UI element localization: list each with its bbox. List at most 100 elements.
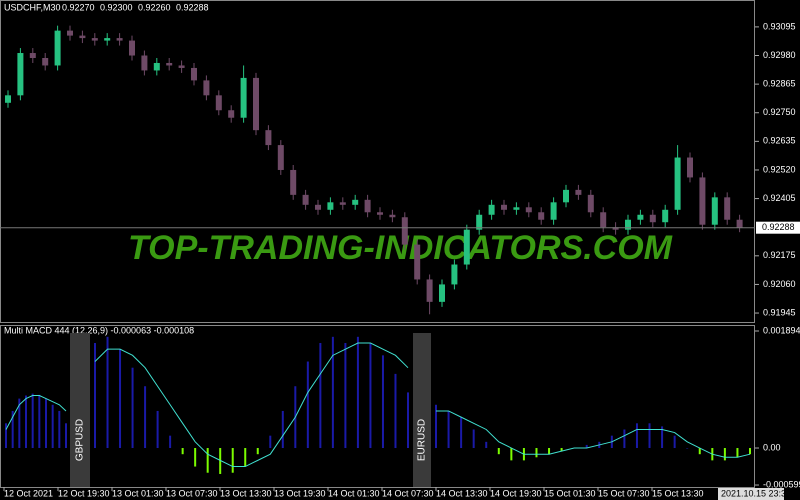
histogram-bar xyxy=(698,448,701,455)
separator-label: GBPUSD xyxy=(75,419,86,461)
y-tick-label: 0.92405 xyxy=(763,193,796,203)
quote: 0.92260 xyxy=(138,2,171,12)
y-tick-label: 0.92635 xyxy=(763,136,796,146)
histogram-bar xyxy=(447,410,450,449)
histogram-bar xyxy=(686,448,689,449)
histogram-bar xyxy=(560,448,563,452)
histogram-bar xyxy=(723,448,726,461)
cursor-time: 2021.10.15 23:35 xyxy=(721,488,791,498)
histogram-bar xyxy=(661,426,664,449)
histogram-bar xyxy=(156,410,159,449)
candle-body xyxy=(42,57,49,66)
x-tick-label: 13 Oct 07:30 xyxy=(166,488,218,498)
y-tick-label: 0.91945 xyxy=(763,307,796,317)
x-tick-label: 15 Oct 13:30 xyxy=(652,488,704,498)
candle-body xyxy=(315,204,321,210)
histogram-bar xyxy=(381,355,384,449)
x-tick-label: 15 Oct 07:30 xyxy=(598,488,650,498)
candle-body xyxy=(5,95,11,103)
x-tick-label: 13 Oct 01:30 xyxy=(112,488,164,498)
histogram-bar xyxy=(11,410,14,449)
histogram-bar xyxy=(749,448,751,455)
y-tick-label: 0.92175 xyxy=(763,250,796,260)
candle-body xyxy=(29,53,36,58)
watermark: TOP-TRADING-INDICATORS.COM xyxy=(128,229,673,267)
y-tick-label: 0.001894 xyxy=(763,325,800,335)
candle-body xyxy=(364,199,371,213)
histogram-bar xyxy=(144,386,147,449)
quote: 0.92288 xyxy=(176,2,209,12)
histogram-bar xyxy=(435,404,437,449)
candle-body xyxy=(625,219,631,230)
cursor-box xyxy=(718,488,784,500)
candle-body xyxy=(699,177,706,225)
histogram-bar xyxy=(344,342,347,449)
y-tick-label: 0.00 xyxy=(763,442,781,452)
candle-body xyxy=(389,214,396,218)
candle-body xyxy=(451,264,458,285)
histogram-bar xyxy=(18,398,21,449)
candle-body xyxy=(277,145,284,170)
x-tick-label: 14 Oct 07:30 xyxy=(382,488,434,498)
main-panel-frame xyxy=(0,0,755,323)
candle-body xyxy=(377,212,383,215)
histogram-bar xyxy=(510,448,513,461)
histogram-bar xyxy=(407,392,409,449)
histogram-bar xyxy=(181,448,184,455)
histogram-bar xyxy=(585,444,588,449)
candle-body xyxy=(414,244,421,280)
candle-body xyxy=(538,212,545,220)
candle-body xyxy=(674,157,681,210)
histogram-bar xyxy=(94,342,96,449)
candle-body xyxy=(191,67,197,81)
histogram-bar xyxy=(206,448,209,473)
histogram-bar xyxy=(673,435,676,449)
candle-body xyxy=(79,35,86,39)
y-tick-label: 0.92980 xyxy=(763,50,796,60)
indicator-panel-frame xyxy=(0,325,755,488)
y-tick-label: 0.92060 xyxy=(763,279,796,289)
histogram-bar xyxy=(119,349,122,449)
candle-body xyxy=(215,95,222,111)
x-tick-label: 14 Oct 01:30 xyxy=(328,488,380,498)
x-tick-label: 15 Oct 01:30 xyxy=(544,488,596,498)
candle-body xyxy=(501,204,507,210)
x-tick-label: 14 Oct 19:30 xyxy=(490,488,542,498)
histogram-bar xyxy=(256,448,259,455)
candle-body xyxy=(600,212,607,228)
candle-body xyxy=(687,157,693,178)
candle-body xyxy=(67,30,73,36)
candle-body xyxy=(129,40,135,56)
histogram-bar xyxy=(231,448,234,473)
histogram-bar xyxy=(460,417,463,449)
histogram-bar xyxy=(38,394,41,449)
histogram-bar xyxy=(219,448,222,474)
histogram-bar xyxy=(281,410,284,449)
candle-body xyxy=(352,199,359,205)
candle-body xyxy=(203,80,210,96)
quote: 0.92300 xyxy=(100,2,133,12)
candle-body xyxy=(587,194,594,213)
candle-body xyxy=(302,194,309,205)
histogram-bar xyxy=(548,448,551,455)
candle-body xyxy=(339,202,346,205)
candle-body xyxy=(17,53,24,96)
histogram-bar xyxy=(106,336,109,449)
histogram-bar xyxy=(58,410,61,449)
signal-line xyxy=(436,410,751,458)
candle-body xyxy=(54,30,61,66)
y-tick-label: 0.93095 xyxy=(763,21,796,31)
candle-body xyxy=(141,55,148,71)
y-tick-label: -0.000599 xyxy=(763,479,800,489)
candle-body xyxy=(649,214,656,223)
histogram-bar xyxy=(356,336,359,449)
histogram-bar xyxy=(169,435,172,449)
histogram-bar xyxy=(394,373,397,449)
y-tick-label: 0.92520 xyxy=(763,164,796,174)
x-tick-label: 12 Oct 2021 xyxy=(4,488,53,498)
candle-body xyxy=(178,65,185,68)
candle-body xyxy=(463,229,470,265)
indicator-title: Multi MACD 444 (12,26,9) -0.000063 -0.00… xyxy=(4,325,194,335)
candle-body xyxy=(476,214,483,230)
